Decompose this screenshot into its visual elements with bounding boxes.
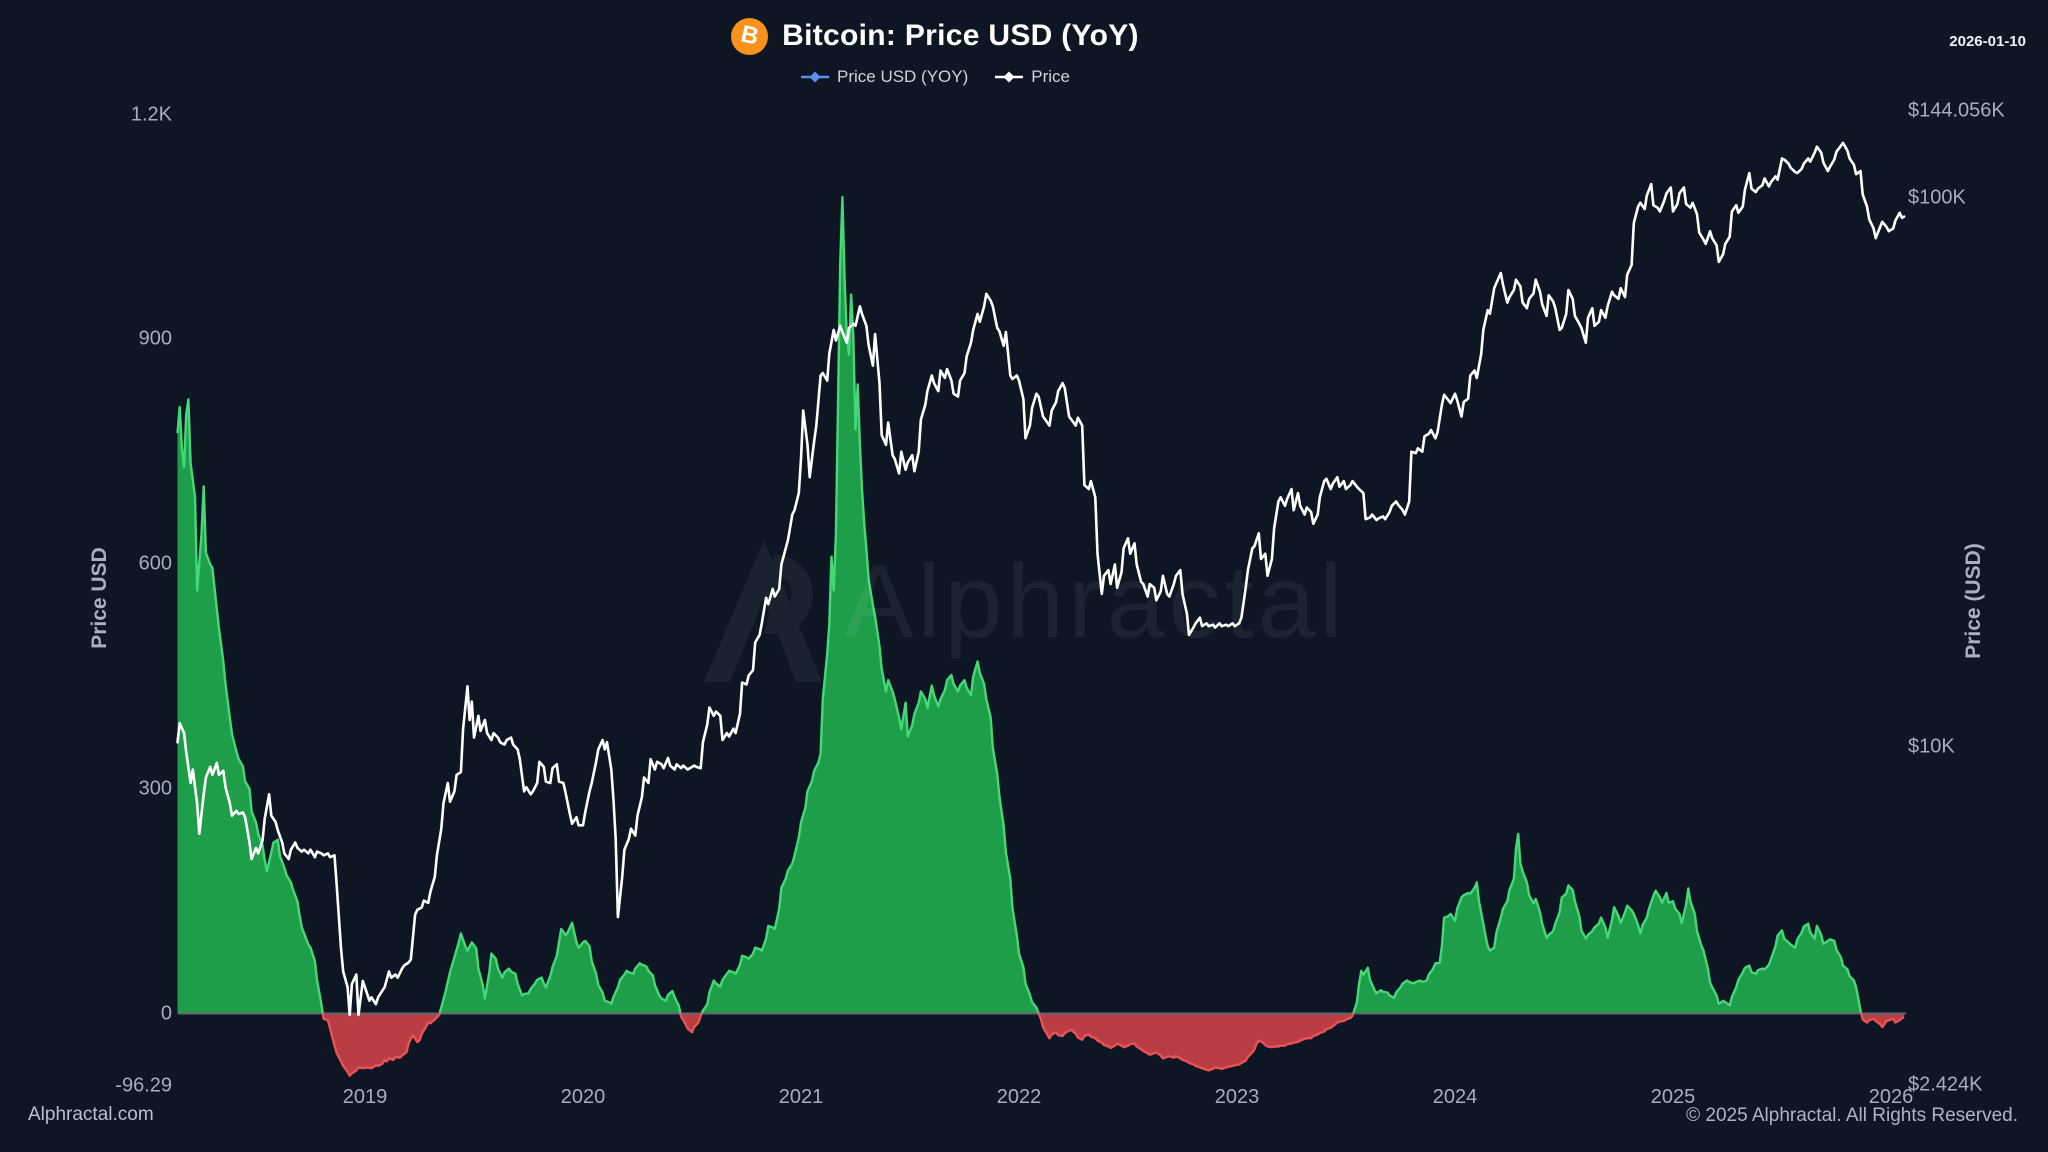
yoy-area-negative [177, 1012, 1905, 1076]
legend-item-yoy[interactable]: Price USD (YOY) [800, 67, 968, 87]
left-axis-tick: 1.2K [130, 103, 172, 126]
x-axis-tick: 2021 [778, 1086, 824, 1108]
left-axis-tick: -96.29 [115, 1074, 172, 1097]
bitcoin-icon: B [731, 17, 769, 55]
legend-marker-price-icon [995, 71, 1024, 83]
chart-header: B Bitcoin: Price USD (YoY) [0, 10, 1870, 62]
left-axis-tick: 900 [138, 327, 172, 350]
chart-title: Bitcoin: Price USD (YoY) [782, 19, 1139, 52]
right-axis-tick: $144.056K [1908, 99, 2005, 122]
x-axis-tick: 2019 [342, 1086, 388, 1108]
report-date: 2026-01-10 [1949, 33, 2026, 50]
legend-item-price[interactable]: Price [994, 67, 1070, 87]
yoy-area-positive [177, 197, 1905, 1015]
right-axis-tick: $100K [1908, 186, 1966, 209]
left-axis-tick: 600 [138, 552, 172, 575]
legend: Price USD (YOY) Price [0, 67, 1870, 87]
site-label: Alphractal.com [28, 1104, 154, 1125]
x-axis-tick: 2024 [1432, 1086, 1478, 1108]
right-axis-title: Price (USD) [1962, 543, 1985, 659]
x-axis-tick: 2026 [1868, 1086, 1914, 1108]
legend-label-yoy: Price USD (YOY) [836, 67, 969, 86]
legend-label-price: Price [1031, 67, 1071, 86]
right-axis-tick: $2.424K [1908, 1073, 1983, 1096]
left-axis-tick: 0 [160, 1002, 172, 1024]
x-axis-tick: 2022 [996, 1086, 1042, 1108]
yoy-line-positive [176, 196, 1863, 1015]
x-axis-tick: 2020 [560, 1086, 606, 1108]
legend-marker-yoy-icon [800, 71, 829, 83]
left-axis-tick: 300 [138, 777, 172, 800]
x-axis-tick: 2025 [1650, 1086, 1696, 1108]
x-axis-tick: 2023 [1214, 1086, 1260, 1108]
right-axis-tick: $10K [1908, 735, 1955, 758]
copyright-label: © 2025 Alphractal. All Rights Reserved. [1686, 1105, 2018, 1126]
price-line [176, 141, 1906, 1017]
